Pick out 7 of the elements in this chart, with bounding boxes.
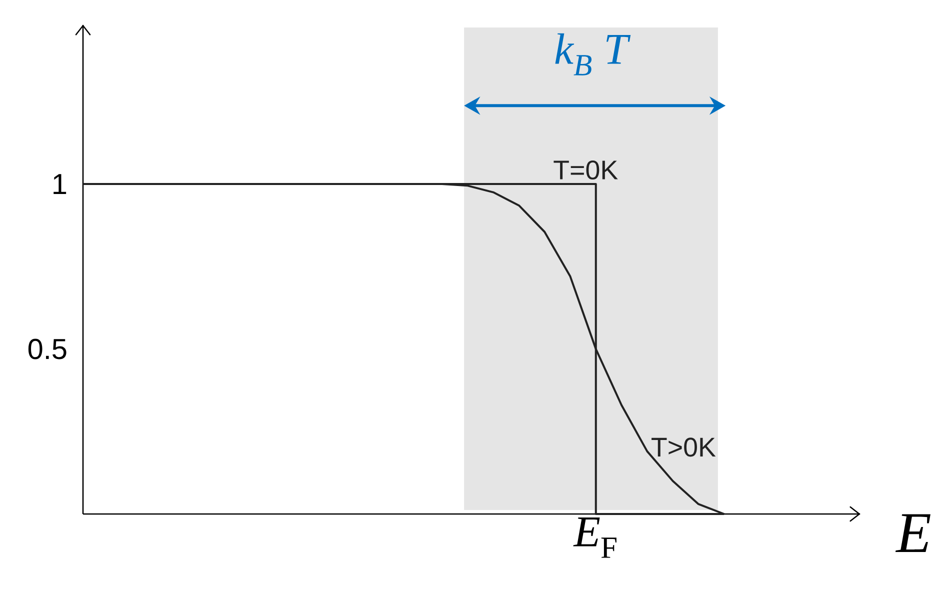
- annotation: k$_{B}$ T: [555, 33, 631, 76]
- text: E$_{F}$: [573, 518, 616, 558]
- x-axis-title: E: [895, 514, 930, 552]
- y-tick-label: 0.5: [28, 338, 66, 360]
- series-label: T=0K: [554, 160, 618, 180]
- series-label: T>0K: [652, 438, 716, 457]
- y-tick-label: 1: [54, 174, 66, 194]
